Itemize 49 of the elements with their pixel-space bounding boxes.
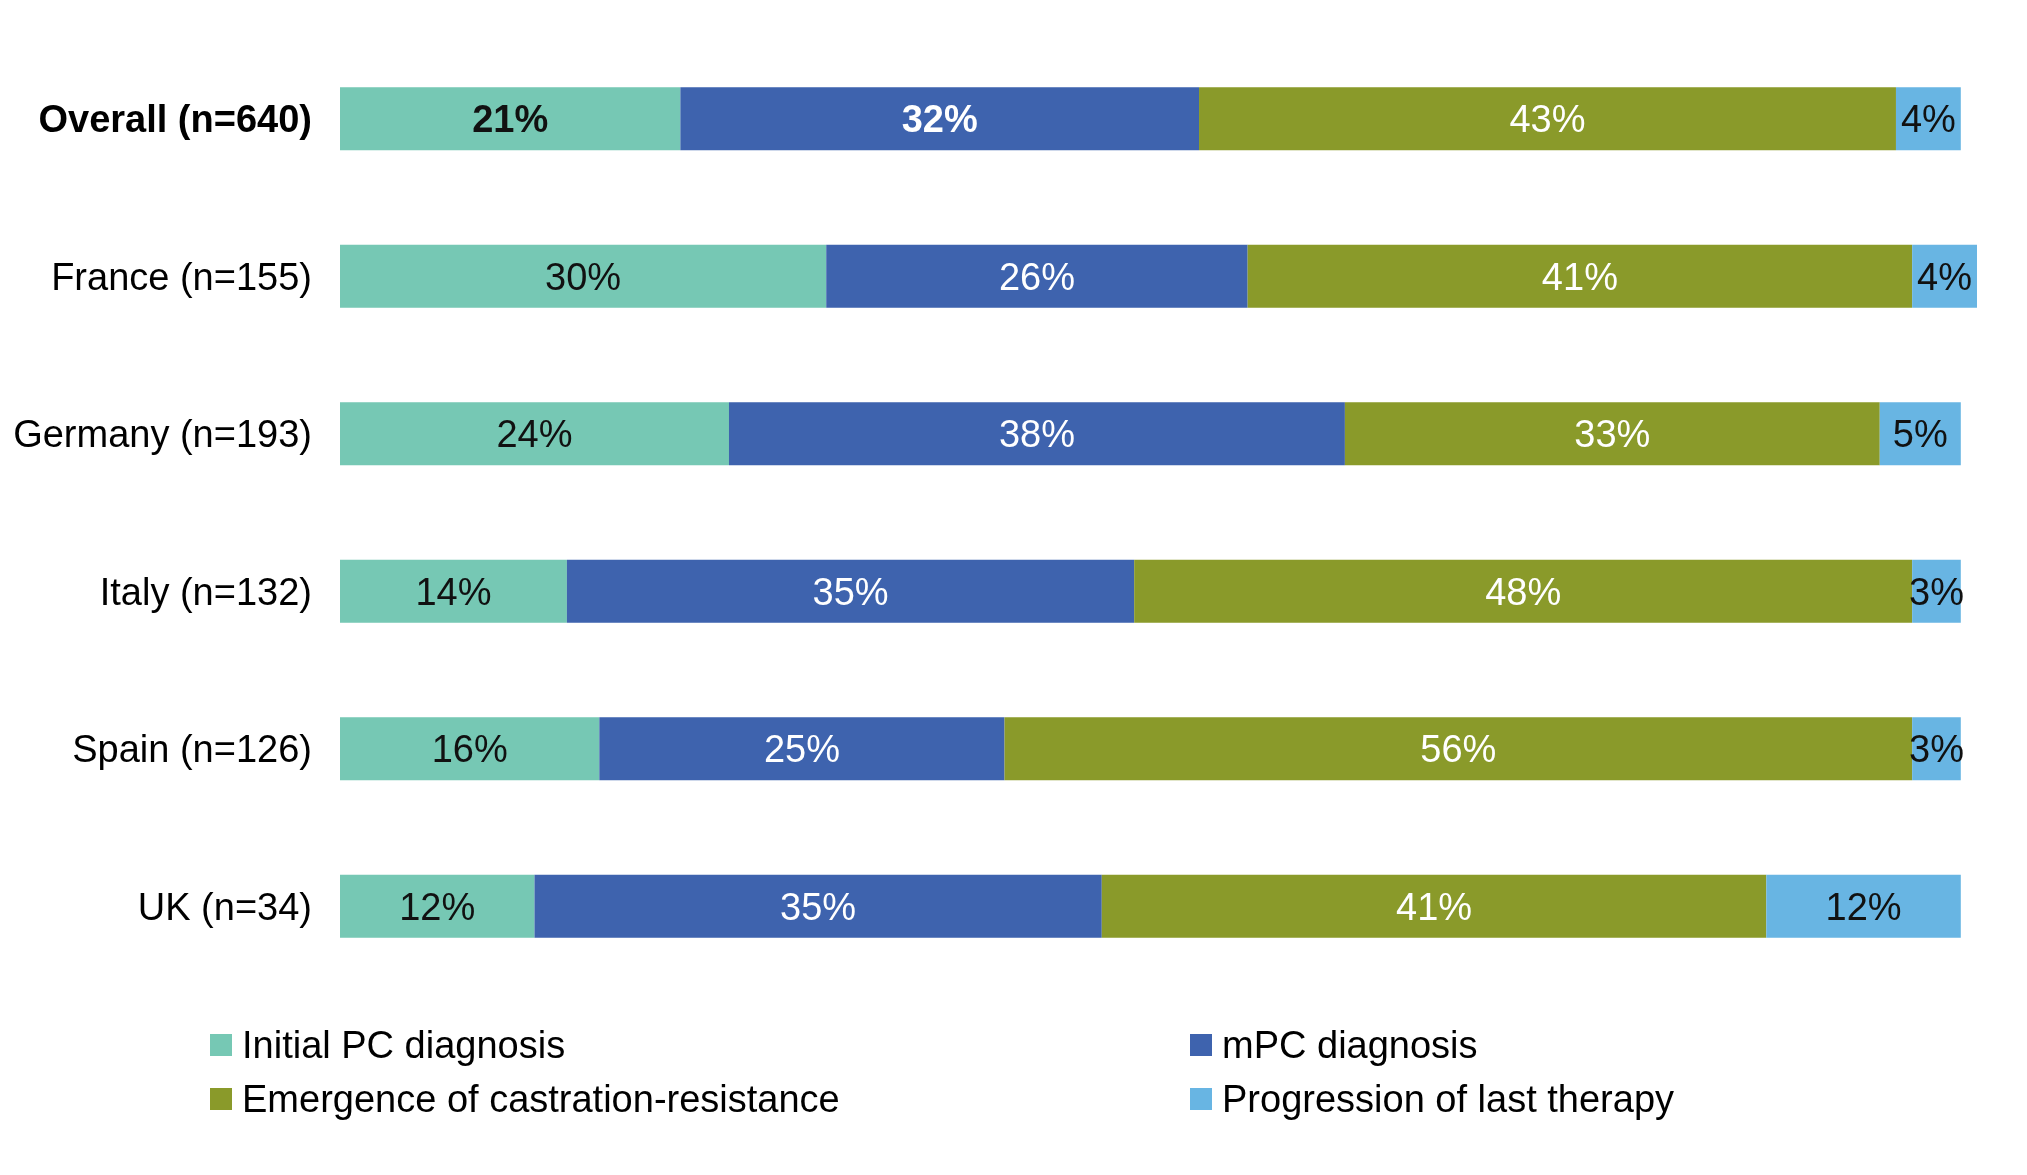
data-label: 48%: [1485, 570, 1562, 613]
data-label: 14%: [415, 570, 492, 613]
bar: [340, 559, 567, 623]
data-label: 32%: [901, 98, 978, 141]
y-tick-label: Germany (n=193): [13, 413, 312, 456]
data-label: 41%: [1396, 885, 1473, 928]
data-label: 5%: [1892, 413, 1948, 456]
bar: [680, 87, 1200, 151]
legend-label: Initial PC diagnosis: [242, 1024, 566, 1067]
bar: [566, 559, 1135, 623]
data-label: 4%: [1917, 255, 1973, 298]
data-label: 35%: [812, 570, 889, 613]
bar: [599, 717, 1005, 781]
bar: [534, 874, 1102, 938]
data-label: 33%: [1574, 413, 1651, 456]
data-label: 38%: [998, 413, 1075, 456]
data-label: 4%: [1900, 98, 1956, 141]
legend-label: Progression of last therapy: [1222, 1078, 1675, 1121]
data-label: 26%: [998, 255, 1075, 298]
bar: [340, 874, 535, 938]
data-label: 12%: [1825, 885, 1902, 928]
data-label: 35%: [780, 885, 857, 928]
data-label: 30%: [545, 255, 622, 298]
bar: [1199, 87, 1896, 151]
legend-label: mPC diagnosis: [1222, 1024, 1478, 1067]
data-label: 25%: [763, 728, 840, 771]
data-label: 21%: [472, 98, 549, 141]
bar: [1766, 874, 1961, 938]
data-label: 16%: [431, 728, 508, 771]
y-tick-label: France (n=155): [51, 255, 312, 298]
bar: [340, 717, 600, 781]
bar: [340, 244, 827, 308]
bar: [340, 402, 729, 466]
bar: [728, 402, 1345, 466]
bar: [1344, 402, 1880, 466]
bar: [1101, 874, 1767, 938]
data-label: 41%: [1541, 255, 1618, 298]
bar: [340, 87, 681, 151]
data-label: 43%: [1509, 98, 1586, 141]
legend-label: Emergence of castration-resistance: [242, 1078, 840, 1121]
y-tick-label: Overall (n=640): [38, 98, 312, 141]
y-tick-label: Spain (n=126): [72, 728, 312, 771]
bar: [826, 244, 1248, 308]
y-tick-label: UK (n=34): [137, 885, 312, 928]
data-label: 56%: [1420, 728, 1497, 771]
data-label: 12%: [399, 885, 476, 928]
bar: [1247, 244, 1913, 308]
y-tick-label: Italy (n=132): [99, 570, 312, 613]
data-label: 24%: [496, 413, 573, 456]
